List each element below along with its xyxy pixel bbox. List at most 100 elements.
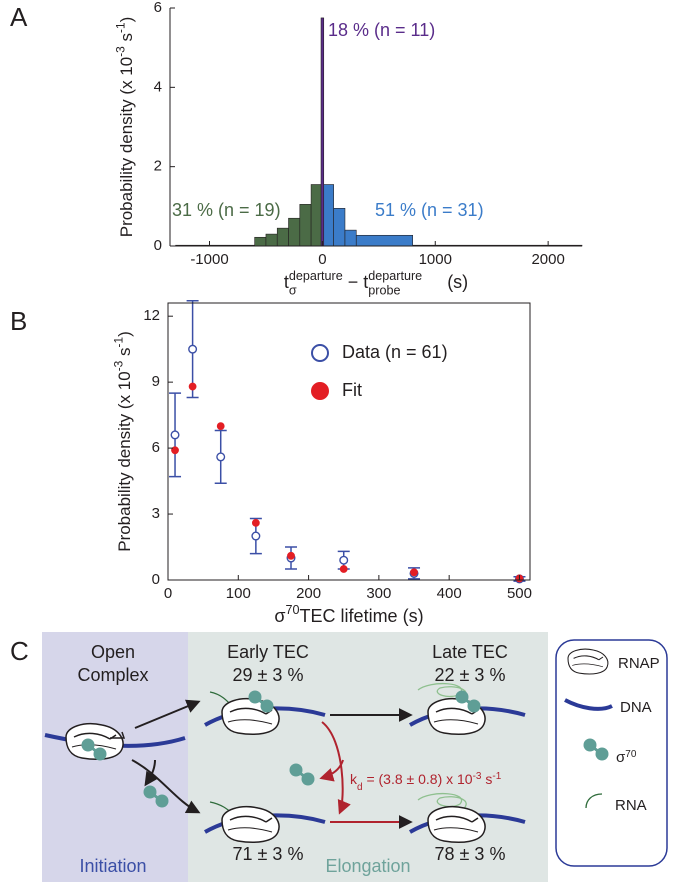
phase-label: Elongation	[325, 856, 410, 876]
y-tick-label: 4	[154, 78, 162, 95]
percent: 71 ± 3 %	[233, 844, 304, 864]
stage-label: Complex	[77, 665, 148, 685]
axis-label-part: s	[115, 347, 134, 360]
initiation-bg	[42, 632, 188, 882]
y-tick-label: 6	[152, 439, 160, 456]
legend-box	[555, 639, 668, 867]
stage-label: Late TEC	[432, 642, 508, 662]
y-tick-label: 12	[143, 307, 160, 324]
axis-label-part: -1	[113, 22, 127, 33]
axis-label-part: TEC lifetime (s)	[300, 606, 424, 626]
point	[339, 565, 348, 573]
rna	[417, 792, 467, 811]
histogram-bar	[310, 184, 323, 247]
point	[188, 382, 197, 391]
dna	[564, 698, 613, 711]
histogram-bar	[344, 229, 357, 247]
axis-label-part: -1	[111, 337, 125, 348]
annotation: 51 % (n = 31)	[375, 200, 484, 220]
point	[410, 568, 418, 577]
axis-label-part: departure	[368, 269, 422, 283]
axis-label-part: )	[115, 331, 134, 337]
point	[339, 555, 349, 565]
histogram-bar	[299, 204, 312, 247]
legend-label: σ70	[616, 749, 637, 767]
point	[287, 551, 295, 560]
axis-label-text: Probability density (x 10-3 s-1)	[113, 17, 136, 238]
plot-frame	[167, 302, 531, 581]
percent: 78 ± 3 %	[435, 844, 506, 864]
axis-label-part: σ	[274, 606, 285, 626]
percent: 29 ± 3 %	[233, 665, 304, 685]
histogram-bar	[333, 208, 346, 247]
arrow	[144, 759, 159, 787]
rna	[585, 793, 603, 809]
histogram-bar	[322, 184, 334, 247]
y-tick-label: 6	[154, 0, 162, 16]
rnap	[567, 648, 609, 675]
histogram-bar	[288, 217, 301, 247]
dissociation-arrow	[319, 759, 344, 782]
promoter-arrow	[110, 731, 126, 739]
legend-label: DNA	[620, 699, 652, 716]
x-tick-label: 300	[366, 585, 391, 602]
rnap	[427, 805, 486, 844]
phase-label: Initiation	[79, 856, 146, 876]
axis-label-part: 70	[286, 603, 300, 617]
panel-label: B	[10, 306, 27, 336]
histogram-bar	[320, 17, 325, 247]
axis-label-part: Probability density (x 10	[115, 371, 134, 551]
axis-label-part: Probability density (x 10	[117, 57, 136, 237]
point	[216, 422, 225, 431]
histogram-bar	[276, 227, 289, 247]
axis-label-part: t	[284, 272, 289, 292]
axis-label-part: s	[117, 33, 136, 46]
axis-label-part: − t	[343, 272, 369, 292]
percent: 22 ± 3 %	[435, 665, 506, 685]
diagram: C Open Complex Early TEC 29 ± 3 % Late T…	[10, 632, 668, 882]
axis-label-part: (s)	[422, 272, 468, 292]
annotation: 18 % (n = 11)	[328, 20, 435, 40]
x-tick-label: 400	[437, 585, 462, 602]
x-tick-label: -1000	[190, 251, 228, 268]
x-tick-label: 200	[296, 585, 321, 602]
y-tick-label: 0	[152, 571, 160, 588]
rna	[417, 682, 467, 701]
legend-marker	[311, 382, 329, 400]
histogram-bar	[355, 234, 413, 247]
panel-label: A	[10, 2, 28, 32]
histogram-bar	[265, 233, 278, 247]
rate-label: kd = (3.8 ± 0.8) x 10-3 s-1	[350, 771, 502, 793]
point	[251, 518, 260, 527]
legend-label: RNAP	[618, 655, 660, 672]
point	[216, 452, 226, 462]
axis-label-text: σ 70 TEC lifetime (s)	[274, 603, 423, 626]
axis-label-part: probe	[368, 283, 400, 297]
axis-label-part: -3	[111, 360, 125, 371]
y-tick-label: 0	[154, 237, 162, 254]
legend-label: Fit	[342, 380, 362, 400]
arrow	[134, 699, 201, 729]
histogram-bar	[254, 236, 267, 247]
axis-label: Probability density (x 10-3 s-1)	[111, 331, 134, 552]
x-tick-label: 2000	[531, 251, 564, 268]
axis-label-part: departure	[289, 269, 343, 283]
dissociation-arrow	[321, 721, 351, 815]
y-tick-label: 2	[154, 158, 162, 175]
point	[170, 430, 180, 440]
axis-label-part: σ	[289, 283, 297, 297]
x-tick-label: 0	[318, 251, 326, 268]
x-tick-label: 0	[164, 585, 172, 602]
stage-label: Open	[91, 642, 135, 662]
legend-label: RNA	[615, 797, 647, 814]
x-tick-label: 500	[507, 585, 532, 602]
rnap	[221, 805, 280, 844]
y-tick-label: 3	[152, 505, 160, 522]
axis-label-part: -3	[113, 46, 127, 57]
axis-label-part: )	[117, 17, 136, 23]
point	[171, 446, 179, 455]
